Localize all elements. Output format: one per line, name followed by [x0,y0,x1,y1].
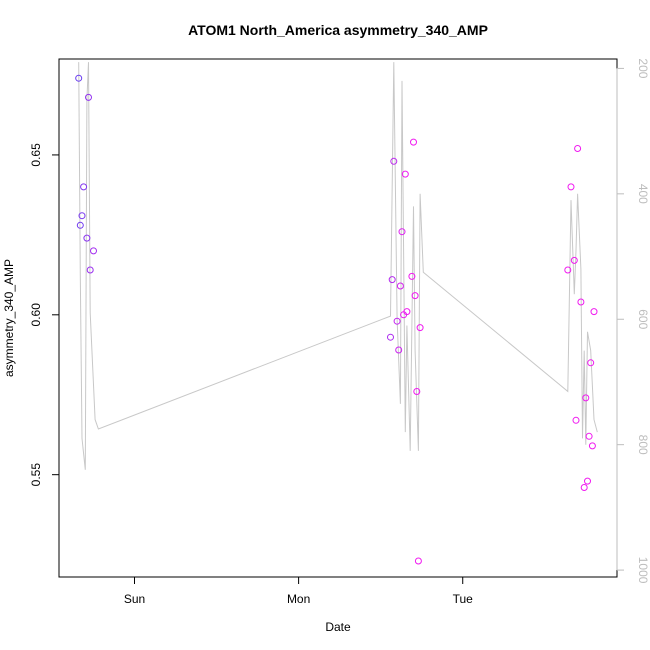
data-point [75,74,83,82]
data-point [78,212,86,220]
data-point [564,266,572,274]
data-point [90,247,97,255]
y-axis: 0.55 0.60 0.65 [29,143,59,486]
line-series [78,62,598,470]
data-point [584,477,591,485]
plot-frame [58,58,618,578]
data-point [414,557,422,565]
x-axis: Sun Mon Tue [124,577,473,606]
data-point [390,157,398,165]
x-tick-label: Mon [287,592,310,606]
y-tick-label: 0.60 [29,303,43,327]
x-axis-label: Date [325,620,351,634]
data-point [590,308,598,316]
point-series [75,74,598,565]
data-point [585,432,593,440]
data-point [410,138,417,146]
data-point [403,308,411,316]
data-point [577,298,585,306]
data-point [416,324,424,332]
data-point [408,272,416,280]
data-point [395,346,403,354]
data-point [387,333,394,341]
y-tick-label: 0.55 [29,463,43,487]
y-tick-label: 0.65 [29,143,43,167]
data-point [582,394,590,402]
data-point [588,442,596,450]
y2-tick-label: 600 [636,309,650,329]
data-point [80,183,88,191]
secondary-y-axis: 200 400 600 800 1000 [616,58,650,584]
chart-title: ATOM1 North_America asymmetry_340_AMP [188,22,488,38]
data-point [587,359,595,367]
data-point [393,317,401,325]
data-point [401,170,409,178]
y2-tick-label: 1000 [636,557,650,584]
data-point [570,256,578,264]
data-point [398,228,406,236]
data-point [574,145,582,152]
data-point [86,266,94,274]
y2-tick-label: 400 [636,184,650,204]
y2-tick-label: 800 [636,435,650,455]
data-point [567,183,575,191]
data-point [572,416,580,424]
data-point [85,93,92,101]
data-point [580,484,588,491]
data-point [413,388,421,395]
line-path [78,62,598,470]
y-axis-label: asymmetry_340_AMP [2,259,16,377]
data-point [411,292,419,300]
x-tick-label: Sun [124,592,145,606]
data-point [388,276,396,284]
y2-tick-label: 200 [636,58,650,78]
data-point [83,234,91,242]
data-point [396,282,404,290]
data-point [76,221,84,229]
x-tick-label: Tue [453,592,474,606]
